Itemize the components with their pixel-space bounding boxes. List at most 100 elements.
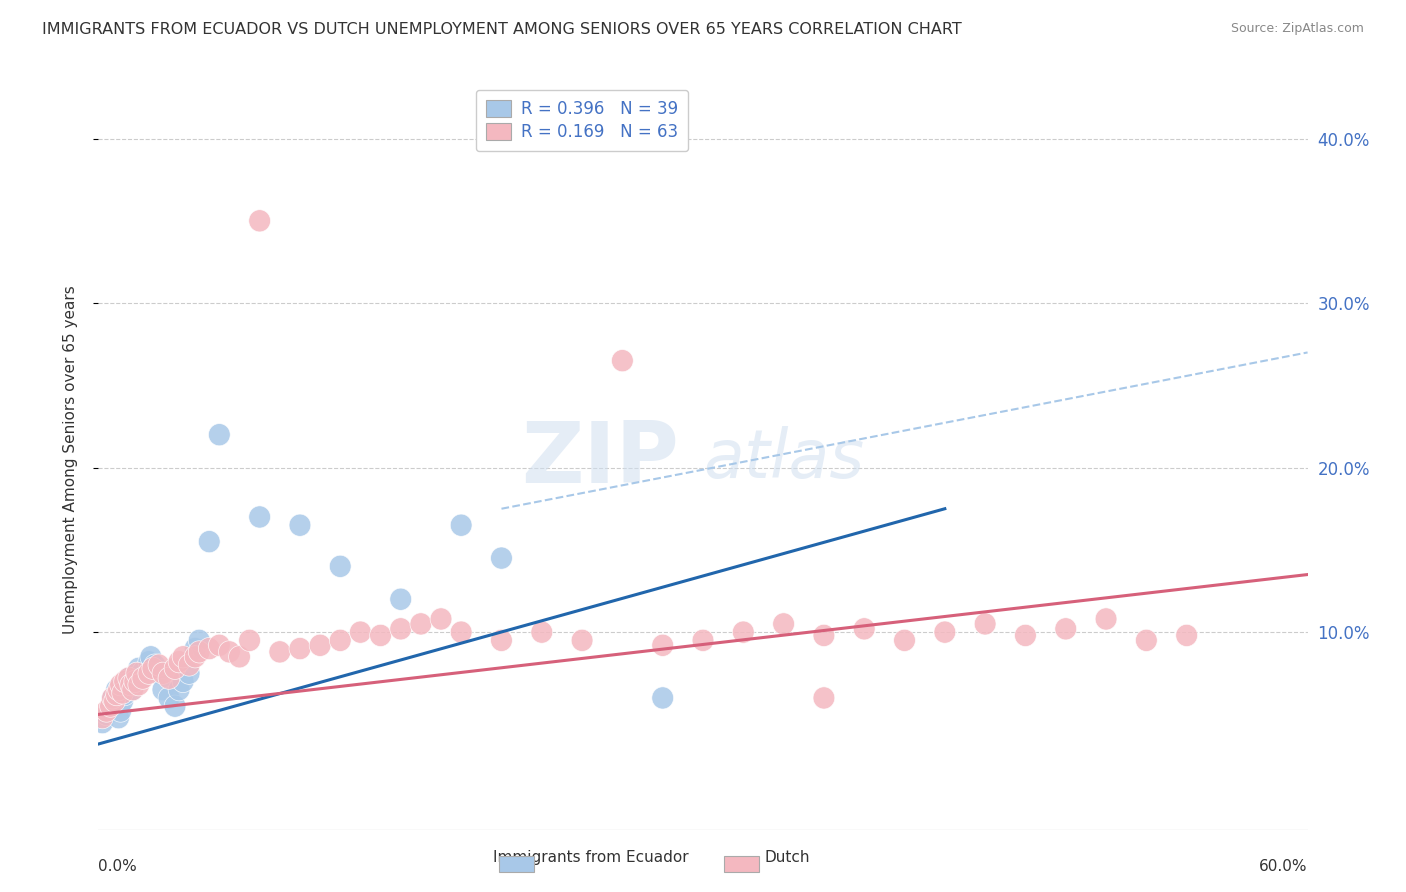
Ellipse shape [531,621,553,643]
Ellipse shape [128,657,149,680]
Ellipse shape [115,673,138,696]
Ellipse shape [104,690,125,713]
Ellipse shape [111,681,134,704]
Ellipse shape [571,629,593,651]
Ellipse shape [329,629,352,651]
Ellipse shape [122,679,143,701]
Ellipse shape [125,662,148,684]
Ellipse shape [450,514,472,536]
Ellipse shape [1054,618,1077,640]
Ellipse shape [411,613,432,635]
Ellipse shape [813,687,835,709]
Ellipse shape [894,629,915,651]
Ellipse shape [96,700,117,723]
Ellipse shape [148,662,170,684]
Ellipse shape [652,634,673,657]
Ellipse shape [120,671,142,692]
Ellipse shape [389,618,412,640]
Ellipse shape [172,671,194,692]
Ellipse shape [179,654,200,676]
Text: Immigrants from Ecuador: Immigrants from Ecuador [492,850,689,865]
Ellipse shape [100,695,121,717]
Ellipse shape [329,555,352,577]
Ellipse shape [157,667,180,690]
Ellipse shape [290,514,311,536]
Ellipse shape [125,662,148,684]
Ellipse shape [118,667,139,690]
Ellipse shape [132,660,153,682]
Ellipse shape [143,654,166,676]
Ellipse shape [101,687,124,709]
Ellipse shape [96,703,117,725]
Ellipse shape [124,673,146,696]
Text: Source: ZipAtlas.com: Source: ZipAtlas.com [1230,22,1364,36]
Ellipse shape [450,621,472,643]
Ellipse shape [108,706,129,729]
Ellipse shape [813,624,835,647]
Ellipse shape [111,690,134,713]
Ellipse shape [105,679,128,701]
Ellipse shape [91,706,114,729]
Ellipse shape [389,588,412,610]
Ellipse shape [1015,624,1036,647]
Ellipse shape [172,646,194,668]
Text: IMMIGRANTS FROM ECUADOR VS DUTCH UNEMPLOYMENT AMONG SENIORS OVER 65 YEARS CORREL: IMMIGRANTS FROM ECUADOR VS DUTCH UNEMPLO… [42,22,962,37]
Ellipse shape [105,683,128,706]
Ellipse shape [218,640,240,663]
Ellipse shape [169,650,190,673]
Ellipse shape [208,424,231,446]
Ellipse shape [157,687,180,709]
Ellipse shape [138,650,160,673]
Ellipse shape [773,613,794,635]
Ellipse shape [132,667,153,690]
Ellipse shape [165,695,186,717]
Ellipse shape [290,638,311,660]
Text: atlas: atlas [703,426,865,492]
Ellipse shape [1136,629,1157,651]
Ellipse shape [165,657,186,680]
Ellipse shape [114,683,135,706]
Ellipse shape [91,712,114,734]
Ellipse shape [118,667,139,690]
Ellipse shape [934,621,956,643]
Ellipse shape [152,679,174,701]
Ellipse shape [152,662,174,684]
Ellipse shape [110,673,132,696]
Text: ZIP: ZIP [522,417,679,501]
Ellipse shape [184,638,207,660]
Text: 60.0%: 60.0% [1260,859,1308,874]
Ellipse shape [108,679,129,701]
Ellipse shape [110,700,132,723]
Ellipse shape [239,629,260,651]
Ellipse shape [100,695,121,717]
Ellipse shape [188,640,209,663]
Ellipse shape [208,634,231,657]
Ellipse shape [1095,607,1116,630]
Ellipse shape [229,646,250,668]
Ellipse shape [692,629,714,651]
Ellipse shape [612,350,633,372]
Ellipse shape [114,671,135,692]
Ellipse shape [350,621,371,643]
Ellipse shape [309,634,330,657]
Ellipse shape [101,687,124,709]
Legend: R = 0.396   N = 39, R = 0.169   N = 63: R = 0.396 N = 39, R = 0.169 N = 63 [477,90,688,152]
Ellipse shape [249,506,270,528]
Text: 0.0%: 0.0% [98,859,138,874]
Ellipse shape [1175,624,1198,647]
Ellipse shape [853,618,875,640]
Ellipse shape [974,613,995,635]
Ellipse shape [370,624,391,647]
Ellipse shape [249,210,270,232]
Y-axis label: Unemployment Among Seniors over 65 years: Unemployment Among Seniors over 65 years [63,285,77,633]
Ellipse shape [141,646,162,668]
Ellipse shape [138,662,160,684]
Ellipse shape [188,629,209,651]
Ellipse shape [122,679,143,701]
Ellipse shape [652,687,673,709]
Ellipse shape [124,671,146,692]
Ellipse shape [148,654,170,676]
Ellipse shape [269,640,291,663]
Ellipse shape [179,662,200,684]
Ellipse shape [198,638,221,660]
